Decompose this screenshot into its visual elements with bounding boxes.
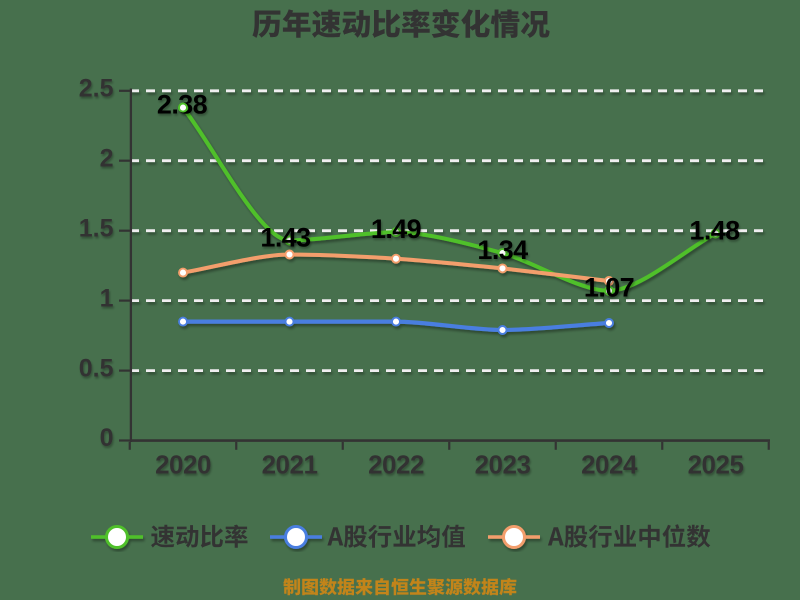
svg-text:2025: 2025 bbox=[688, 450, 744, 480]
svg-text:0: 0 bbox=[100, 424, 114, 452]
svg-text:1.48: 1.48 bbox=[689, 215, 740, 245]
svg-text:2021: 2021 bbox=[262, 450, 318, 480]
svg-text:1: 1 bbox=[100, 284, 114, 312]
svg-text:2.5: 2.5 bbox=[79, 75, 114, 103]
svg-text:1.43: 1.43 bbox=[260, 222, 311, 252]
svg-text:2: 2 bbox=[100, 144, 114, 172]
svg-text:2020: 2020 bbox=[155, 450, 211, 480]
svg-text:1.5: 1.5 bbox=[79, 214, 114, 242]
svg-text:2022: 2022 bbox=[368, 450, 424, 480]
svg-text:2024: 2024 bbox=[581, 450, 638, 480]
svg-text:1.49: 1.49 bbox=[371, 214, 422, 244]
svg-text:2023: 2023 bbox=[475, 450, 531, 480]
svg-text:0.5: 0.5 bbox=[79, 354, 114, 382]
svg-text:1.34: 1.34 bbox=[477, 235, 528, 265]
svg-text:1.07: 1.07 bbox=[584, 273, 634, 303]
